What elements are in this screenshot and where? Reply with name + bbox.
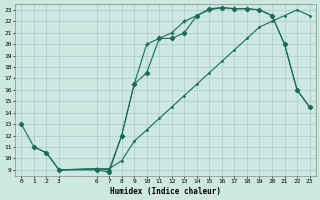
X-axis label: Humidex (Indice chaleur): Humidex (Indice chaleur) bbox=[110, 187, 221, 196]
